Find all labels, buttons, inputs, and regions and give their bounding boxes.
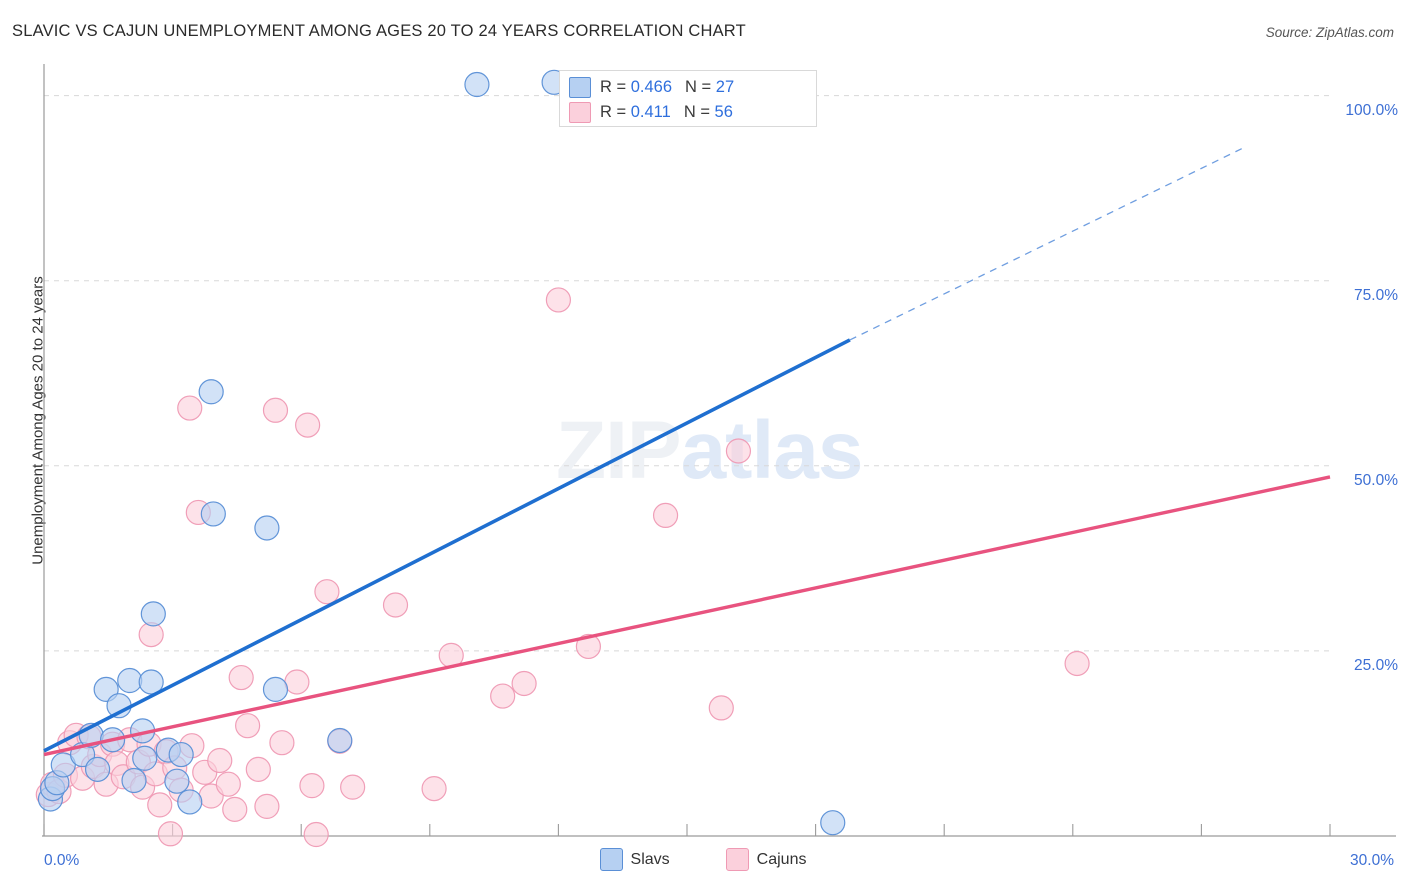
scatter-point (295, 412, 321, 438)
r-value-slavs: 0.466 (630, 78, 673, 96)
legend-label-slavs: Slavs (630, 850, 670, 868)
correlation-text-cajuns: R = 0.411 N = 56 (600, 103, 733, 122)
scatter-point (198, 379, 224, 405)
trendlines (43, 146, 1331, 757)
scatter-point (299, 773, 325, 799)
scatter-point (464, 71, 490, 98)
y-axis-tick-label: 100.0% (1345, 101, 1398, 119)
scatter-point (262, 397, 289, 423)
series-legend: Slavs Cajuns (0, 848, 1406, 871)
scatter-point (222, 796, 248, 822)
n-value-slavs: 27 (715, 78, 735, 96)
scatter-point (262, 676, 289, 703)
x-axis-ticks (43, 824, 1331, 836)
scatter-point (228, 664, 254, 691)
scatter-point (121, 767, 147, 794)
scatter-point (652, 502, 679, 529)
correlation-row-slavs: R = 0.466 N = 27 (569, 75, 807, 100)
trendline (43, 338, 851, 753)
source-label: Source: ZipAtlas.com (1265, 25, 1394, 40)
r-value-cajuns: 0.411 (630, 103, 671, 121)
scatter-point (421, 776, 447, 802)
scatter-point (254, 793, 280, 819)
scatter-point (254, 515, 280, 541)
axis-lines (42, 64, 1396, 837)
swatch-cajuns-icon (569, 102, 591, 123)
x-axis-min-label: 0.0% (44, 852, 80, 869)
y-axis-tick-label: 75.0% (1354, 286, 1398, 304)
watermark-part2: atlas (680, 405, 864, 496)
scatter-point (168, 741, 194, 768)
scatter-point (340, 774, 366, 800)
scatter-point (84, 756, 111, 782)
scatter-point (284, 669, 310, 695)
r-label-cajuns: R = (600, 103, 631, 121)
scatter-point (157, 821, 184, 847)
legend-swatch-slavs-icon (599, 848, 623, 871)
r-label-slavs: R = (600, 78, 631, 96)
scatter-points-cajuns (35, 287, 1090, 848)
n-label-cajuns: N = (683, 103, 715, 121)
legend-label-cajuns: Cajuns (756, 850, 807, 868)
scatter-point (164, 768, 190, 794)
scatter-point (382, 592, 409, 618)
y-axis-tick-label: 25.0% (1354, 656, 1398, 674)
scatter-point (138, 669, 164, 695)
legend-swatch-cajuns-icon (725, 848, 749, 871)
scatter-point (725, 438, 752, 464)
scatter-point (490, 683, 516, 709)
scatter-point (545, 287, 572, 313)
swatch-slavs-icon (569, 77, 591, 98)
legend-item-cajuns[interactable]: Cajuns (725, 848, 807, 871)
scatter-point (200, 501, 226, 527)
scatter-point (1064, 650, 1090, 677)
scatter-point (327, 727, 353, 754)
n-label-slavs: N = (685, 78, 716, 96)
scatter-point (132, 745, 158, 771)
gridlines (44, 95, 1332, 652)
n-value-cajuns: 56 (714, 103, 733, 121)
scatter-point (207, 747, 233, 774)
scatter-point (50, 752, 76, 778)
scatter-point (245, 756, 271, 782)
trendline (43, 475, 1331, 757)
scatter-point (575, 633, 602, 660)
x-axis-max-label: 30.0% (1350, 852, 1394, 869)
scatter-point (314, 579, 340, 605)
scatter-point (215, 771, 241, 797)
scatter-point (235, 713, 261, 739)
scatter-point (147, 792, 173, 818)
scatter-points-slavs (37, 69, 846, 836)
scatter-point (177, 395, 203, 421)
correlation-text-slavs: R = 0.466 N = 27 (600, 78, 734, 97)
scatter-point (177, 789, 203, 815)
correlation-legend-box: R = 0.466 N = 27 R = 0.411 N = 56 (559, 70, 817, 127)
page-title: SLAVIC VS CAJUN UNEMPLOYMENT AMONG AGES … (12, 22, 746, 40)
trendline (849, 146, 1245, 341)
scatter-point (820, 810, 846, 836)
scatter-point (708, 695, 734, 721)
scatter-point (269, 730, 295, 756)
scatter-point (117, 667, 143, 694)
y-axis-tick-label: 50.0% (1354, 471, 1398, 489)
scatter-point (303, 821, 329, 848)
correlation-row-cajuns: R = 0.411 N = 56 (569, 100, 807, 125)
scatter-point (140, 601, 166, 627)
scatter-point (511, 670, 537, 697)
legend-item-slavs[interactable]: Slavs (599, 848, 670, 871)
